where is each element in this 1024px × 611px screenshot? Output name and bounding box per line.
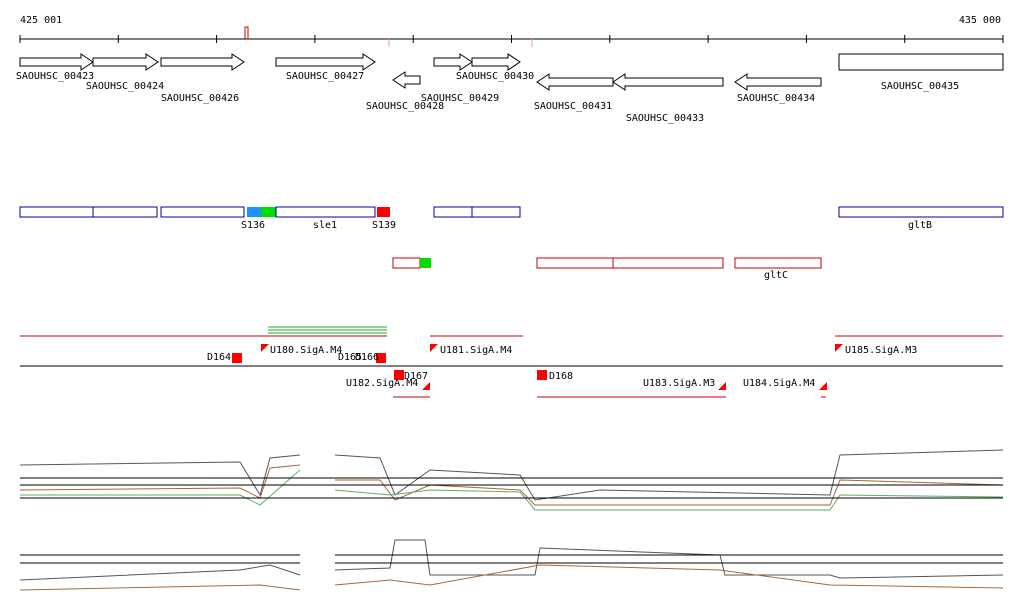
transcript-label: U181.SigA.M4	[440, 345, 512, 356]
region-label: sle1	[313, 220, 337, 231]
gene-label: SAOUHSC_00426	[161, 93, 239, 104]
region-label: S139	[372, 220, 396, 231]
transcript-label: U182.SigA.M4	[346, 378, 418, 389]
transcript-label: U183.SigA.M3	[643, 378, 715, 389]
gene-label: SAOUHSC_00423	[16, 71, 94, 82]
transcript-label: U185.SigA.M3	[845, 345, 917, 356]
gene-arrow	[471, 53, 521, 71]
gene-label: SAOUHSC_00428	[366, 101, 444, 112]
gene-label: SAOUHSC_00433	[626, 113, 704, 124]
gene-label: SAOUHSC_00427	[286, 71, 364, 82]
gene-arrow	[433, 53, 473, 71]
gene-arrow	[92, 53, 159, 71]
gene-arrow	[536, 73, 614, 91]
layout	[19, 26, 1004, 591]
gene-label: SAOUHSC_00430	[456, 71, 534, 82]
ruler-end: 435 000	[959, 15, 1001, 26]
gene-arrow	[160, 53, 245, 71]
gene-label: SAOUHSC_00429	[421, 93, 499, 104]
gene-arrow	[275, 53, 376, 71]
transcript-label: D165	[338, 352, 362, 363]
transcript-label: D167	[404, 371, 428, 382]
region-label: S136	[241, 220, 265, 231]
gene-label: SAOUHSC_00435	[881, 81, 959, 92]
transcript-label: U180.SigA.M4	[270, 345, 342, 356]
region-label: gltC	[764, 270, 788, 281]
gene-arrow	[734, 73, 822, 91]
gene-label: SAOUHSC_00431	[534, 101, 612, 112]
gene-arrow	[838, 53, 1004, 71]
ruler-ticks	[19, 35, 1004, 43]
transcript-label: U184.SigA.M4	[743, 378, 815, 389]
transcript-label: D166	[355, 352, 379, 363]
ruler-start: 425 001	[20, 15, 62, 26]
gene-arrow	[19, 53, 94, 71]
region-label: gltB	[908, 220, 932, 231]
gene-label: SAOUHSC_00424	[86, 81, 164, 92]
transcript-label: D168	[549, 371, 573, 382]
gene-arrow	[392, 71, 421, 89]
transcript-label: D164	[207, 352, 231, 363]
gene-arrow	[612, 73, 724, 91]
gene-label: SAOUHSC_00434	[737, 93, 815, 104]
